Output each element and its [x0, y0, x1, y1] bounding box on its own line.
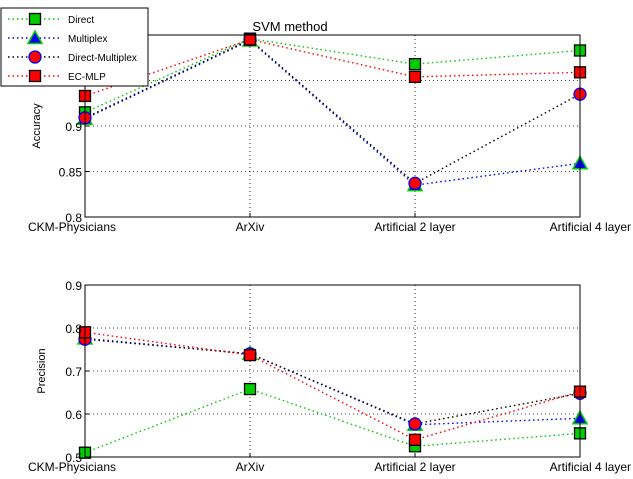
accuracy-x-tick-label-ckm-physicians: CKM-Physicians [28, 220, 116, 234]
precision-y-tick-label-0-5: 0.5 [65, 451, 82, 465]
legend-marker-direct [28, 12, 42, 26]
accuracy-x-tick-labels: CKM-Physicians ArXiv Artificial 2 layer Art… [28, 220, 631, 234]
precision-y-tick-labels: 0.5 0.6 0.7 0.8 0.9 [65, 279, 82, 465]
legend-box [0, 7, 149, 87]
accuracy-series-line-direct [84, 37, 581, 113]
precision-x-tick-labels: CKM-Physicians ArXiv Artificial 2 layer Art… [28, 460, 631, 474]
precision-y-tick-label-0-7: 0.7 [65, 365, 82, 379]
precision-series-line-direct-multiplex [84, 338, 581, 425]
precision-point-direct-multiplex-artificial-2-layer [408, 417, 422, 431]
accuracy-series-line-multiplex [84, 39, 581, 186]
precision-plot: 0.5 0.6 0.7 0.8 0.9 CKM-Physicians ArXiv Artif… [28, 279, 631, 474]
accuracy-series-line-direct-multiplex [84, 38, 581, 185]
accuracy-y-label: Accuracy [31, 103, 43, 149]
legend-marker-multiplex [26, 29, 44, 45]
accuracy-x-tick-label-artificial-4-layer: Artificial 4 layer [550, 220, 631, 234]
legend-marker-ec-mlp [28, 69, 42, 83]
precision-point-direct-arxiv [243, 382, 257, 396]
precision-y-tick-label-0-8: 0.8 [65, 322, 82, 336]
accuracy-axes-box [84, 34, 581, 218]
legend-label-direct-multiplex: Direct-Multiplex [68, 53, 137, 64]
precision-y-tick-label-0-9: 0.9 [65, 279, 82, 293]
precision-y-tick-label-0-6: 0.6 [65, 408, 82, 422]
precision-x-tick-label-artificial-4-layer: Artificial 4 layer [550, 460, 631, 474]
legend: Direct Multiplex Direct-Multiplex EC-MLP [0, 7, 149, 87]
legend-label-direct: Direct [68, 15, 94, 26]
accuracy-x-tick-label-artificial-2-layer: Artificial 2 layer [374, 220, 455, 234]
precision-x-tick-label-artificial-2-layer: Artificial 2 layer [374, 460, 455, 474]
legend-label-multiplex: Multiplex [68, 34, 107, 45]
legend-label-ec-mlp: EC-MLP [68, 72, 106, 83]
precision-point-ec-mlp-artificial-2-layer [408, 433, 422, 446]
accuracy-x-tick-label-arxiv: ArXiv [236, 220, 265, 234]
accuracy-plot: 0.80.850.90.95 CKM-PhysiciansArXivArtifi… [28, 19, 631, 234]
precision-series-line-multiplex [84, 337, 581, 426]
accuracy-point-ec-mlp-artificial-2-layer [408, 70, 422, 84]
accuracy-point-direct-artificial-2-layer [408, 57, 422, 71]
accuracy-point-ec-mlp-arxiv [243, 33, 257, 46]
precision-x-tick-label-ckm-physicians: CKM-Physicians [28, 460, 116, 474]
precision-series-line-ec-mlp [84, 331, 581, 441]
precision-axes-box [84, 284, 581, 458]
accuracy-y-tick-label-0-85: 0.85 [59, 166, 83, 180]
chart-title: SVM method [252, 19, 327, 34]
accuracy-y-tick-label-0-8: 0.8 [65, 211, 82, 225]
accuracy-point-direct-multiplex-artificial-2-layer [408, 176, 422, 190]
accuracy-y-tick-label-0-9: 0.9 [65, 120, 82, 134]
precision-point-ec-mlp-arxiv [243, 348, 257, 362]
precision-y-label: Precision [36, 348, 48, 393]
legend-marker-direct-multiplex [28, 50, 42, 64]
precision-x-tick-label-arxiv: ArXiv [236, 460, 265, 474]
